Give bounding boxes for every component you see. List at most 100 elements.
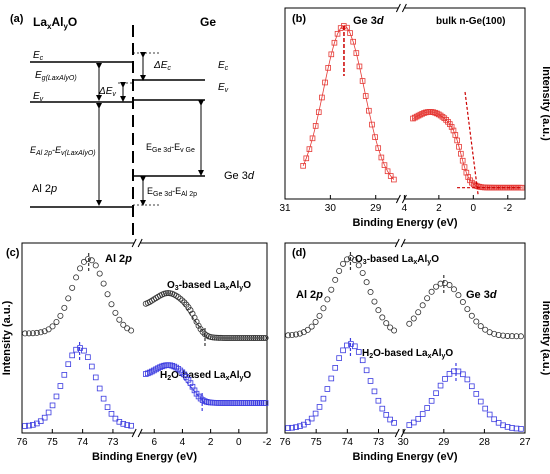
data-point (292, 331, 299, 338)
data-point (347, 30, 353, 36)
data-point (410, 115, 416, 122)
panel-c-annotation: Al 2p (105, 253, 132, 265)
data-point (383, 412, 390, 418)
data-point (325, 65, 331, 71)
data-point (211, 334, 218, 341)
data-point (45, 409, 52, 416)
axis-break (398, 6, 405, 201)
x-tick-label: 27 (519, 437, 531, 448)
data-point (375, 307, 382, 314)
data-point (450, 286, 457, 293)
data-point (37, 329, 44, 336)
data-point (413, 113, 420, 120)
data-point (477, 323, 484, 330)
data-point (219, 334, 226, 341)
series-line (412, 111, 522, 189)
ge-header: Ge (200, 15, 216, 29)
data-point (428, 288, 435, 295)
panel-b-label: (b) (292, 13, 306, 25)
data-point (464, 306, 471, 313)
break-mark (401, 3, 407, 13)
data-point (424, 405, 430, 411)
data-point (350, 38, 356, 45)
series-label-h2o: H2O-based LaxAlyO (362, 348, 453, 360)
x-tick-label: 74 (342, 437, 354, 448)
axis-break (397, 241, 404, 435)
data-point (415, 416, 422, 422)
panel-a-label: (a) (10, 13, 24, 25)
data-point (177, 295, 184, 302)
data-point (465, 174, 472, 180)
data-point (53, 318, 60, 325)
data-point (363, 367, 370, 374)
x-tick-label: 28 (479, 437, 491, 448)
data-point (340, 347, 346, 354)
data-point (309, 135, 316, 142)
data-point (69, 352, 75, 359)
data-point (195, 322, 202, 329)
x-tick-label: -2 (263, 437, 272, 448)
data-point (391, 420, 397, 426)
data-point (419, 302, 426, 309)
ge-al-label: EGe 3d-EAl 2p (147, 186, 197, 198)
data-point (328, 286, 335, 293)
data-point (371, 298, 378, 305)
y-axis-label: Intensity (a.u.) (540, 301, 550, 376)
data-point (124, 422, 130, 428)
data-point (312, 318, 319, 325)
data-point (61, 304, 68, 311)
dec-label: ΔEc (153, 60, 171, 72)
data-point (371, 388, 378, 395)
data-point (518, 426, 524, 432)
data-point (248, 334, 255, 341)
data-point (89, 363, 95, 370)
data-point (495, 331, 502, 338)
data-point (29, 330, 36, 337)
data-point (260, 334, 267, 341)
data-point (324, 296, 331, 303)
data-point (353, 50, 360, 56)
break-mark (395, 194, 401, 204)
data-point (258, 334, 265, 341)
data-point (185, 304, 192, 311)
data-point (69, 284, 76, 291)
data-point (359, 357, 366, 364)
x-axis-label: Binding Energy (eV) (352, 451, 457, 463)
data-point (128, 422, 134, 429)
data-point (320, 305, 327, 312)
data-point (334, 30, 341, 37)
data-point (236, 334, 243, 341)
data-point (387, 416, 393, 423)
data-point (454, 137, 460, 144)
data-point (486, 411, 493, 418)
data-point (344, 342, 350, 349)
data-point (73, 274, 80, 281)
data-point (379, 405, 386, 412)
data-point (285, 425, 291, 431)
data-point (437, 280, 444, 287)
data-point (387, 173, 394, 179)
data-point (100, 395, 107, 402)
data-point (367, 289, 374, 296)
edge-fit-line (464, 91, 479, 195)
x-tick-label: 29 (438, 437, 450, 448)
data-point (461, 164, 468, 170)
data-point (437, 382, 444, 389)
data-point (213, 334, 220, 341)
data-point (254, 334, 261, 341)
data-point (447, 121, 453, 127)
data-point (104, 404, 111, 410)
data-point (379, 314, 386, 321)
data-point (412, 114, 418, 121)
data-point (209, 334, 216, 341)
data-point (336, 267, 343, 274)
x-tick-label: 75 (311, 437, 323, 448)
data-point (312, 123, 319, 129)
data-point (328, 375, 335, 382)
data-point (81, 347, 87, 354)
data-point (163, 290, 170, 297)
data-point (460, 371, 466, 378)
ec-left-label: Ec (33, 50, 44, 62)
x-tick-label: 2 (208, 437, 214, 448)
data-point (441, 115, 448, 122)
